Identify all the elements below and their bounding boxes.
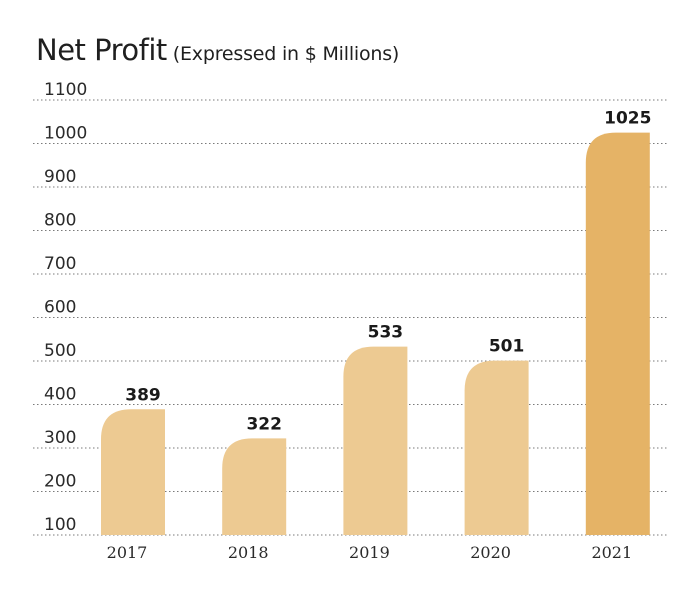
- data-label-2020: 501: [489, 337, 525, 357]
- y-tick-label: 100: [44, 515, 76, 535]
- y-tick-label: 1000: [44, 124, 87, 144]
- x-axis-categories: 2017 2018 2019 2020 2021: [107, 543, 633, 562]
- bar-2020: [464, 360, 529, 535]
- bar-2019: [343, 346, 408, 535]
- data-label-2021: 1025: [604, 109, 651, 129]
- data-label-2019: 533: [368, 323, 404, 343]
- chart-title-main: Net Profit: [36, 33, 167, 67]
- x-category-label-2019: 2019: [349, 543, 390, 562]
- y-tick-label: 400: [44, 385, 76, 405]
- x-category-label-2020: 2020: [470, 543, 511, 562]
- y-tick-label: 600: [44, 298, 76, 318]
- bar-2021: [585, 132, 650, 535]
- x-category-label-2021: 2021: [591, 543, 632, 562]
- chart-subtitle: (Expressed in $ Millions): [172, 43, 400, 65]
- x-category-label-2017: 2017: [107, 543, 148, 562]
- y-tick-label: 800: [44, 211, 76, 231]
- y-tick-label: 300: [44, 428, 76, 448]
- data-label-2018: 322: [246, 414, 282, 434]
- y-tick-label: 1100: [44, 80, 87, 100]
- data-label-2017: 389: [125, 385, 161, 405]
- y-tick-label: 500: [44, 341, 76, 361]
- y-axis-ticks: 100 200 300 400 500 600 700 800 900 1000 1100: [44, 80, 87, 535]
- bar-2017: [101, 409, 165, 535]
- y-tick-label: 900: [44, 167, 76, 187]
- y-tick-label: 700: [44, 254, 76, 274]
- chart-title: Net Profit (Expressed in $ Millions): [36, 30, 399, 68]
- y-tick-label: 200: [44, 472, 76, 492]
- data-labels: 389 322 533 501 1025: [125, 109, 651, 435]
- bar-2018: [222, 438, 287, 535]
- bars: [101, 132, 650, 535]
- x-category-label-2018: 2018: [228, 543, 269, 562]
